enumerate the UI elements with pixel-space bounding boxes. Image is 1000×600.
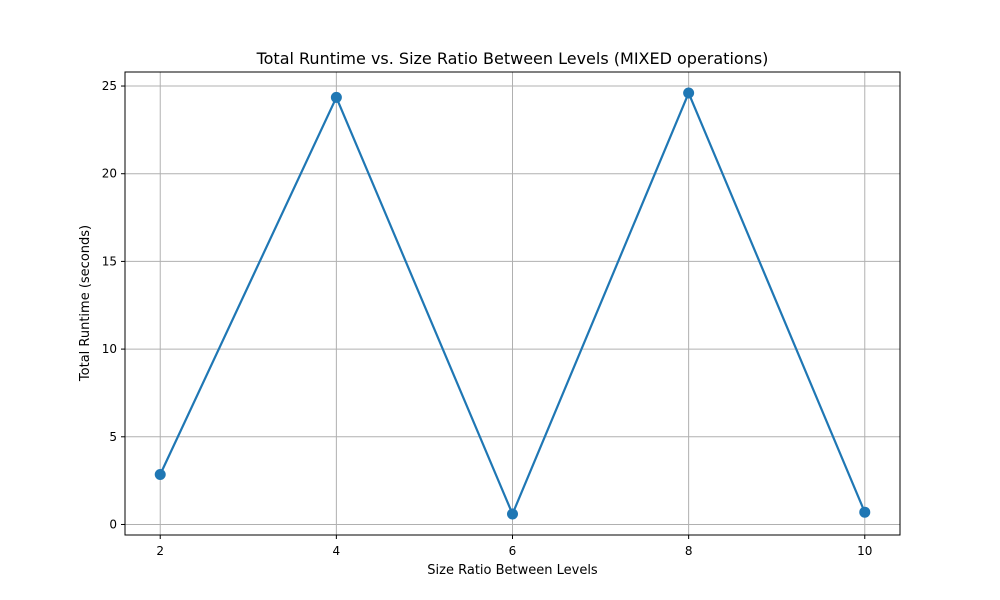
x-tick-label: 4 bbox=[333, 544, 341, 558]
y-axis-label: Total Runtime (seconds) bbox=[78, 225, 93, 382]
ticks: 2 4 6 8 10 0 5 10 15 20 25 bbox=[102, 79, 873, 558]
y-tick-label: 25 bbox=[102, 79, 117, 93]
chart-title: Total Runtime vs. Size Ratio Between Lev… bbox=[256, 49, 769, 68]
y-tick-label: 15 bbox=[102, 254, 117, 268]
data-point bbox=[507, 508, 518, 520]
x-tick-label: 2 bbox=[156, 544, 164, 558]
grid bbox=[125, 72, 900, 535]
x-axis-label: Size Ratio Between Levels bbox=[427, 563, 598, 578]
x-tick-label: 6 bbox=[509, 544, 517, 558]
x-tick-label: 8 bbox=[685, 544, 693, 558]
data-point bbox=[859, 506, 871, 518]
series-layer bbox=[154, 87, 871, 520]
data-point bbox=[683, 87, 695, 99]
y-tick-label: 0 bbox=[109, 517, 117, 531]
data-point bbox=[330, 91, 342, 103]
y-tick-label: 10 bbox=[102, 342, 117, 356]
y-tick-label: 5 bbox=[109, 430, 117, 444]
data-point bbox=[154, 468, 166, 480]
y-tick-label: 20 bbox=[102, 167, 117, 181]
x-tick-label: 10 bbox=[857, 544, 872, 558]
